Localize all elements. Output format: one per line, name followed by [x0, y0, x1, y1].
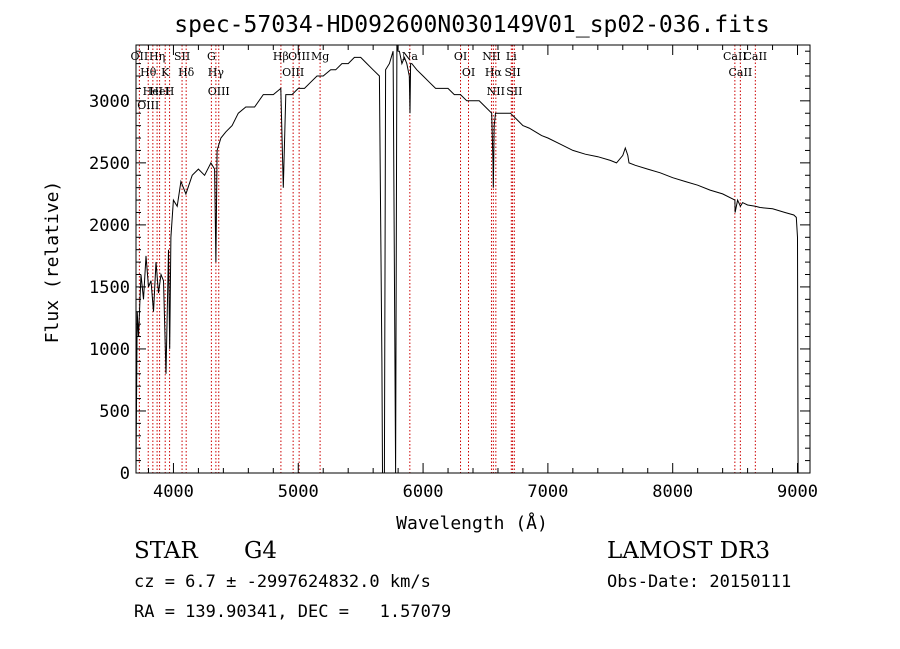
obs-date-readout: Obs-Date: 20150111 [607, 572, 791, 592]
line-label-7-0: SII [174, 50, 190, 63]
line-label-10-0: Hγ [208, 66, 225, 79]
x-tick-label: 5000 [278, 482, 319, 502]
line-label-14-0: OIII [288, 50, 310, 63]
line-label-25-0: CaII [723, 50, 747, 63]
y-tick-label: 1500 [89, 278, 130, 298]
y-tick-label: 0 [120, 464, 130, 484]
object-subclass: G4 [244, 538, 277, 564]
line-label-19-0: NII [482, 50, 500, 63]
x-tick-label: 4000 [153, 482, 194, 502]
x-tick-label: 6000 [403, 482, 444, 502]
line-label-12-0: Hβ [273, 50, 289, 63]
redshift-readout: cz = 6.7 ± -2997624832.0 km/s [134, 572, 431, 592]
subclass-label: G4 [244, 538, 278, 564]
line-label-18-0: OI [462, 66, 475, 79]
cz-label: cz = 6.7 ± -2997624832.0 km/s [134, 572, 431, 592]
y-axis-label: Flux (relative) [42, 181, 63, 344]
line-label-17-0: OI [454, 50, 467, 63]
line-label-6-0: H [165, 85, 175, 98]
line-label-27-0: CaII [743, 50, 767, 63]
line-label-26-0: CaII [729, 66, 753, 79]
line-label-9-0: G [207, 50, 216, 63]
line-label-0-0: OII [131, 50, 149, 63]
line-label-8-0: Hδ [178, 66, 195, 79]
line-label-11-0: OIII [208, 85, 230, 98]
line-label-5-0: K [161, 66, 170, 79]
spectral-line-labels: OIIHθOIIIHeIHηHeIKHSIIHδGHγOIIIHβOIIIOII… [131, 50, 768, 112]
chart-title: spec-57034-HD092600N030149V01_sp02-036.f… [174, 12, 769, 38]
x-tick-label: 8000 [652, 482, 693, 502]
line-label-20-0: Hα [485, 66, 503, 79]
line-label-13-0: OIII [282, 66, 304, 79]
class-label: STAR [134, 538, 198, 564]
line-label-1-0: Hθ [140, 66, 157, 79]
line-label-22-0: Li [506, 50, 517, 63]
y-tick-label: 1000 [89, 340, 130, 360]
survey-label: LAMOST DR3 [607, 538, 771, 564]
y-tick-label: 500 [99, 402, 130, 422]
line-label-24-0: SII [506, 85, 522, 98]
y-tick-label: 2000 [89, 216, 130, 236]
x-tick-label: 9000 [777, 482, 818, 502]
x-axis-label: Wavelength (Å) [396, 512, 548, 534]
spectrum-line-0 [135, 44, 799, 474]
x-tick-label: 7000 [527, 482, 568, 502]
line-label-16-0: Na [402, 50, 419, 63]
y-tick-label: 3000 [89, 92, 130, 112]
spectral-line-markers [138, 45, 756, 473]
object-class: STAR [134, 538, 198, 564]
line-label-2-0: HeI [143, 85, 163, 98]
line-label-21-0: NII [487, 85, 505, 98]
line-label-3-0: Hη [149, 50, 165, 63]
y-tick-label: 2500 [89, 154, 130, 174]
line-label-15-0: Mg [311, 50, 329, 63]
plot-frame [135, 44, 811, 474]
line-label-4-0: HeI [149, 85, 169, 98]
obs-date-label: Obs-Date: 20150111 [607, 572, 792, 592]
y-axis: 0 500 1000 1500 2000 2500 3000 [89, 50, 810, 484]
survey-name: LAMOST DR3 [607, 538, 770, 564]
coords-label: RA = 139.90341, DEC = 1.57079 [134, 602, 452, 622]
x-axis: 4000 5000 6000 7000 8000 9000 [147, 45, 818, 502]
spectrum-series [135, 44, 799, 474]
line-label-23-0: SII [504, 66, 520, 79]
line-label-1-1: OIII [137, 99, 159, 112]
coords-readout: RA = 139.90341, DEC = 1.57079 [134, 602, 451, 622]
